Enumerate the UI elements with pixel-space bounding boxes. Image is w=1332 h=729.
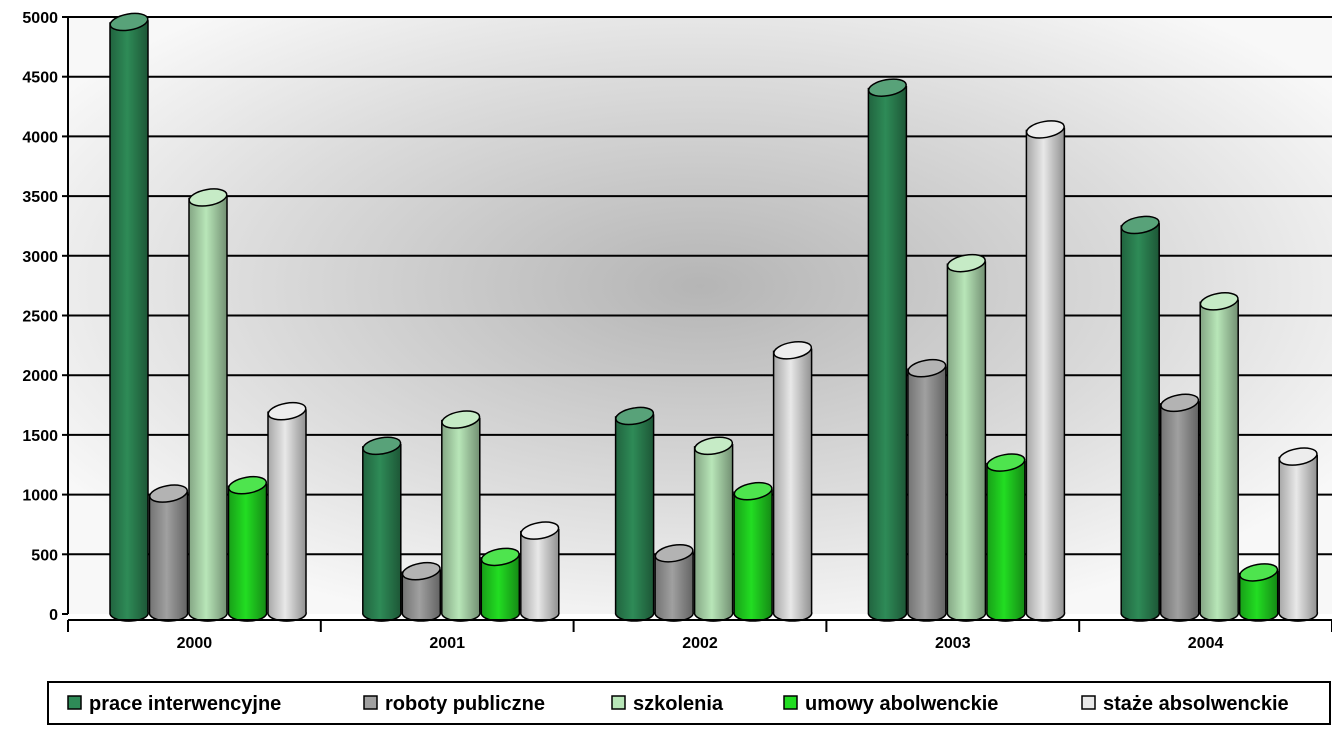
- legend-item: umowy abolwenckie: [783, 693, 998, 715]
- bar: [441, 410, 481, 622]
- y-tick-label: 4000: [22, 129, 58, 146]
- y-tick-label: 4500: [22, 70, 58, 87]
- legend-label: szkolenia: [633, 693, 724, 715]
- bar: [733, 481, 773, 622]
- legend-item: szkolenia: [611, 693, 724, 715]
- legend-label: umowy abolwenckie: [805, 693, 998, 715]
- legend-item: roboty publiczne: [363, 693, 545, 715]
- bar: [227, 475, 268, 622]
- bar: [867, 78, 908, 622]
- legend-swatch: [783, 695, 798, 710]
- legend: prace interwencyjne roboty publiczne szkol…: [47, 681, 1331, 725]
- bar: [693, 436, 734, 622]
- bar: [907, 358, 947, 622]
- bar: [654, 544, 694, 622]
- bar: [520, 521, 560, 622]
- bar: [362, 436, 402, 622]
- axes: 0 500 1000 1500 2000 2500 3000 3500 4000 4500 5000…: [22, 10, 1332, 652]
- x-tick-label: 2002: [682, 635, 718, 652]
- legend-swatch: [363, 695, 378, 710]
- bar: [614, 406, 655, 622]
- legend-swatch: [67, 695, 82, 710]
- y-tick-label: 1500: [22, 428, 58, 445]
- legend-swatch: [1081, 695, 1096, 710]
- y-tick-label: 3000: [22, 249, 58, 266]
- legend-swatch: [611, 695, 626, 710]
- bar: [1025, 120, 1066, 622]
- bar: [267, 401, 307, 622]
- bar: [401, 561, 442, 622]
- y-tick-label: 2000: [22, 368, 58, 385]
- bar: [109, 12, 149, 622]
- y-tick-label: 5000: [22, 10, 58, 27]
- y-tick-label: 500: [31, 547, 58, 564]
- bar: [1199, 292, 1240, 622]
- x-tick-label: 2004: [1188, 635, 1224, 652]
- bars: [109, 12, 1319, 622]
- y-tick-label: 3500: [22, 189, 58, 206]
- bar: [1278, 447, 1319, 622]
- bar: [772, 341, 813, 622]
- legend-label: prace interwencyjne: [89, 693, 281, 715]
- legend-item: prace interwencyjne: [67, 693, 281, 715]
- y-tick-label: 1000: [22, 488, 58, 505]
- bar: [946, 253, 987, 622]
- x-tick-label: 2001: [429, 635, 465, 652]
- y-tick-label: 2500: [22, 309, 58, 326]
- x-tick-label: 2000: [177, 635, 213, 652]
- bar: [1159, 393, 1200, 622]
- bar: [1120, 215, 1161, 622]
- bar: [1238, 563, 1279, 622]
- bar: [188, 188, 228, 622]
- x-tick-label: 2003: [935, 635, 971, 652]
- legend-label: roboty publiczne: [385, 693, 545, 715]
- bar: [148, 484, 189, 622]
- bar: [986, 453, 1026, 622]
- y-tick-label: 0: [49, 607, 58, 624]
- bar: [480, 547, 521, 622]
- legend-label: staże absolwenckie: [1103, 693, 1289, 715]
- legend-box: [47, 681, 1331, 725]
- legend-item: staże absolwenckie: [1081, 693, 1289, 715]
